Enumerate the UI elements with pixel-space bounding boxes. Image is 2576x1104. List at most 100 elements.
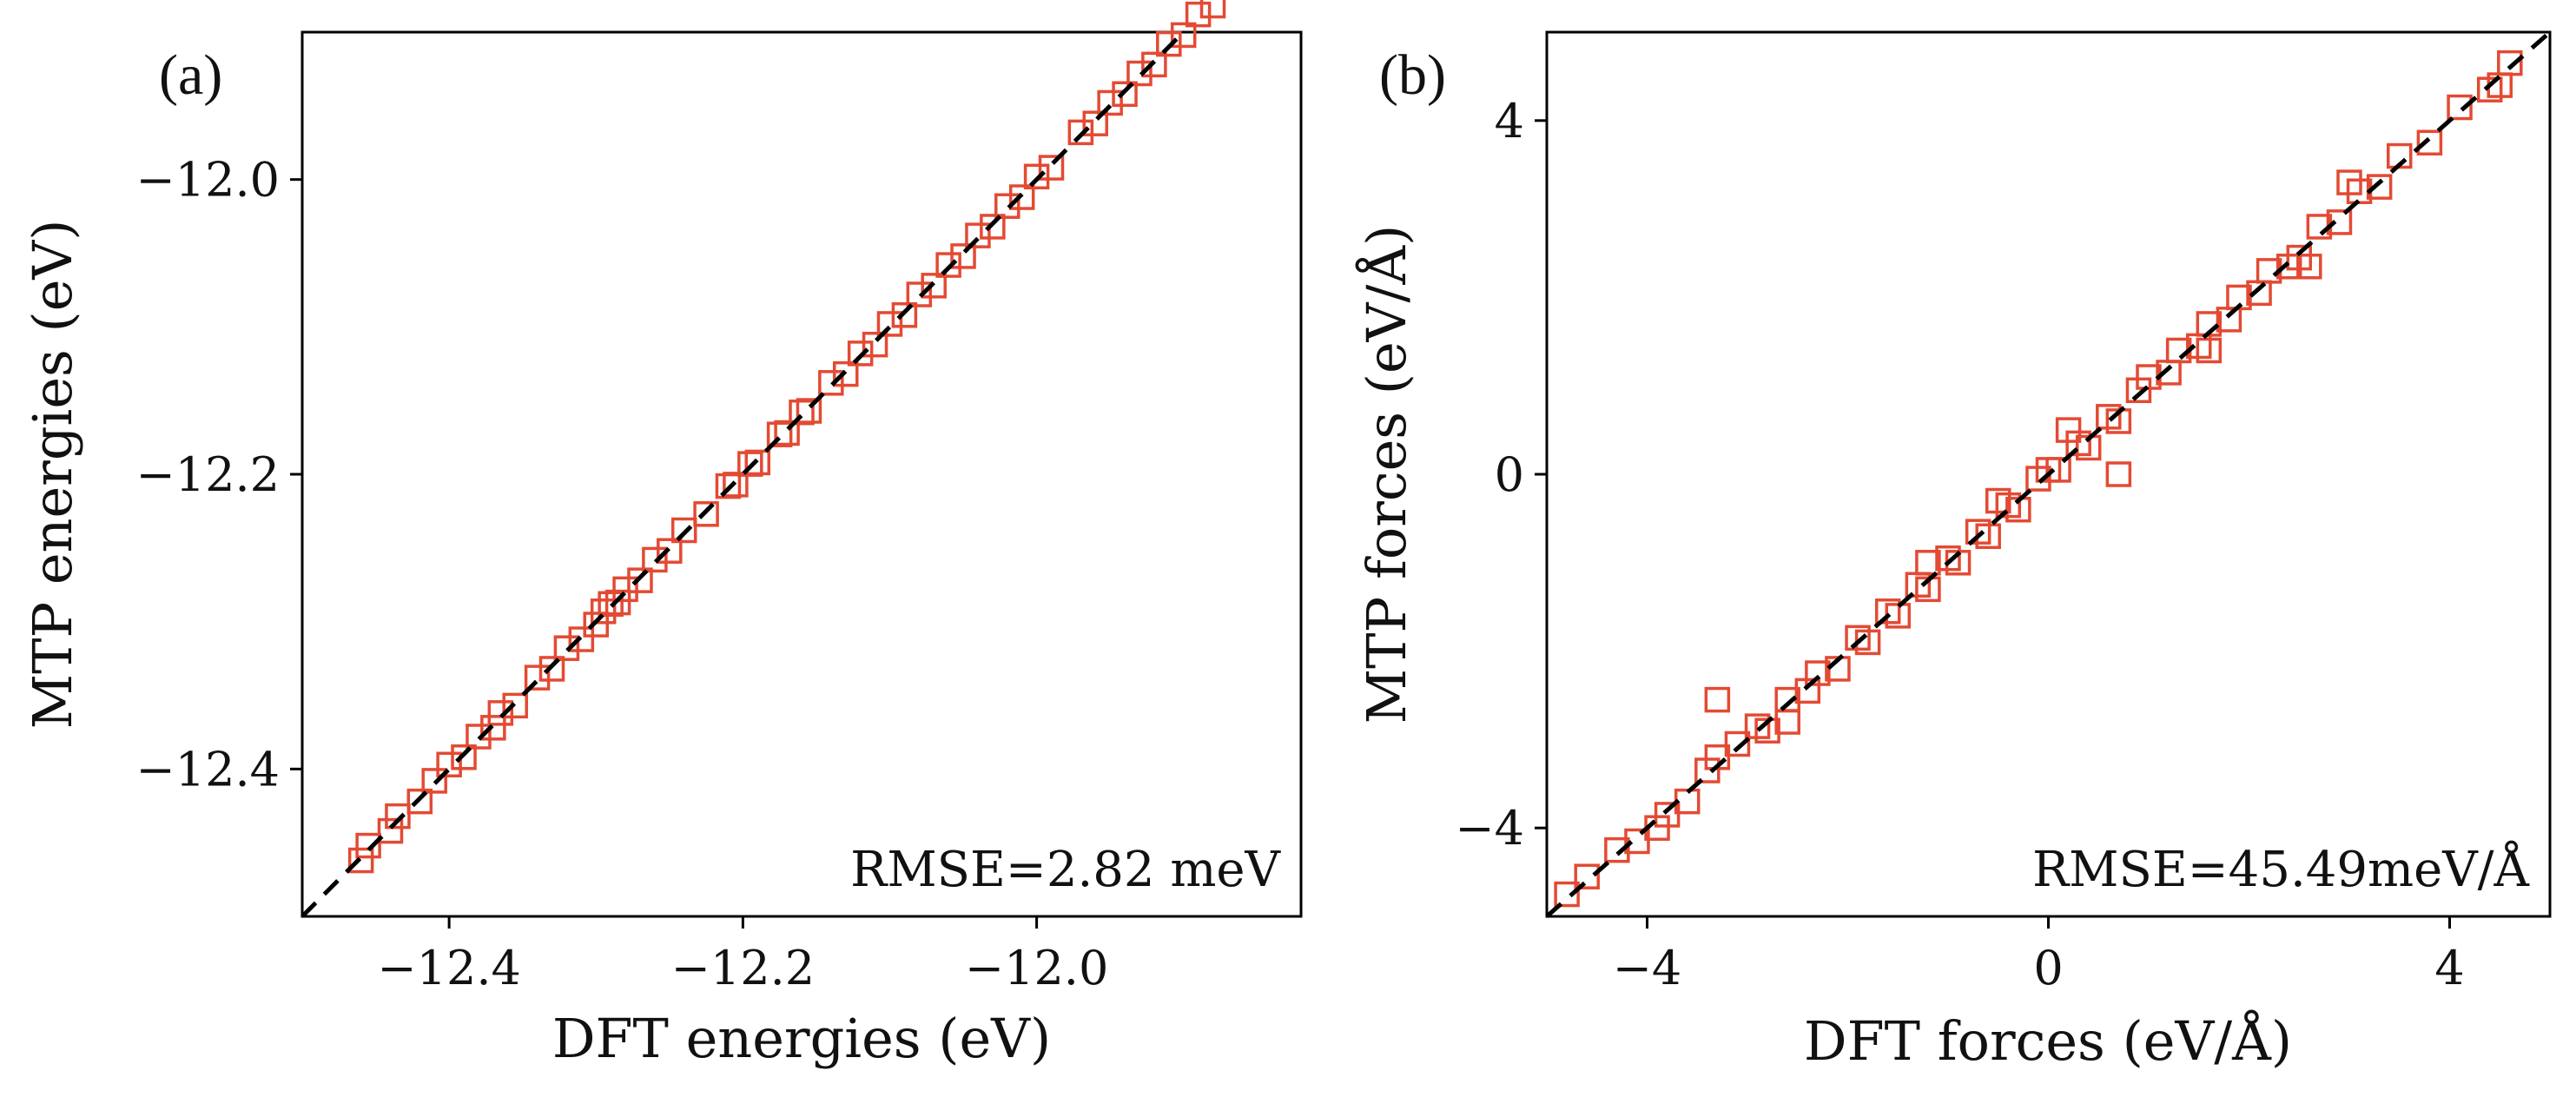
- panel-b-x-ticks: −4 0 4: [1613, 916, 2465, 995]
- panel-a-data-point: [583, 611, 609, 638]
- panel-b-data-point: [1985, 487, 2011, 514]
- panel-b-y-axis-label: MTP forces (eV/Å): [1355, 225, 1418, 724]
- panel-b-data-point: [1554, 881, 1580, 908]
- panel-a-data-point: [538, 656, 565, 682]
- panel-b-data-point: [2447, 94, 2473, 121]
- panel-a-rmse-annotation: RMSE=2.82 meV: [850, 842, 1281, 898]
- panel-a-data-point: [994, 193, 1020, 219]
- panel-b-data-point: [1915, 550, 1941, 576]
- panel-a-data-point: [1185, 1, 1212, 28]
- panel-a-data-point: [1112, 81, 1138, 108]
- panel-b-data-point: [1574, 863, 1600, 889]
- panel-a-data-point: [466, 724, 492, 750]
- panel-a-data-point: [1097, 89, 1123, 116]
- panel-a-data-point: [553, 635, 580, 661]
- panel-b-data-point: [2326, 209, 2353, 235]
- panel-a-data-point: [723, 472, 749, 498]
- panel-b-rmse-annotation: RMSE=45.49meV/Å: [2032, 840, 2530, 898]
- panel-b-data-point: [1774, 709, 1800, 735]
- panel-a-y-tick-label: −12.0: [136, 153, 280, 208]
- panel-a-data-point: [1038, 155, 1065, 181]
- panel-a-data-point: [355, 832, 381, 859]
- panel-a-data-point: [693, 501, 719, 527]
- panel-a-x-ticks: −12.4 −12.2 −12.0: [377, 916, 1108, 995]
- panel-a-data-point: [980, 214, 1006, 240]
- panel-a-data-point: [670, 517, 697, 544]
- panel-b-data-point: [2196, 337, 2223, 364]
- panel-b-data-point: [1724, 730, 1751, 757]
- panel-a-data-point: [385, 803, 411, 830]
- panel-a-data-point: [421, 768, 447, 794]
- panel-a-data-point: [832, 360, 859, 387]
- panel-b-data-point: [2336, 169, 2362, 195]
- panel-a-data-points: [347, 0, 1226, 874]
- panel-a-data-point: [1141, 51, 1167, 78]
- panel-b-y-ticks: −4 0 4: [1455, 94, 1547, 856]
- panel-b-x-tick-label: 0: [2033, 941, 2063, 995]
- panel-a-data-point: [906, 281, 933, 307]
- panel-a-x-tick-label: −12.0: [965, 941, 1108, 995]
- panel-a-data-point: [965, 222, 991, 248]
- panel-a-energies: −12.4 −12.2 −12.0 −12.4 −12.2 −12.0 (a) RMSE…: [21, 0, 1303, 1070]
- panel-b-data-point: [1805, 660, 1831, 686]
- panel-a-data-point: [1126, 60, 1153, 87]
- panel-b-label: (b): [1379, 43, 1446, 107]
- panel-a-data-point: [1170, 22, 1197, 49]
- panel-a-data-point: [935, 252, 961, 278]
- panel-a-data-point: [377, 817, 404, 844]
- panel-b-x-tick-label: −4: [1613, 941, 1682, 995]
- panel-b-y-tick-label: 4: [1495, 94, 1524, 149]
- panel-b-data-point: [2045, 457, 2071, 483]
- panel-a-data-point: [657, 538, 683, 564]
- panel-a-data-point: [1008, 184, 1035, 210]
- panel-b-data-point: [2416, 129, 2443, 155]
- panel-a-data-point: [612, 576, 638, 603]
- panel-a-x-axis-label: DFT energies (eV): [552, 1007, 1051, 1070]
- panel-a-data-point: [950, 243, 976, 269]
- panel-a-data-point: [406, 788, 433, 815]
- panel-b-data-point: [2055, 417, 2082, 443]
- panel-a-data-point: [818, 370, 844, 396]
- panel-a-y-ticks: −12.4 −12.2 −12.0: [136, 153, 302, 797]
- panel-a-data-point: [568, 626, 595, 652]
- panel-a-x-tick-label: −12.2: [671, 941, 815, 995]
- panel-a-data-point: [590, 598, 617, 625]
- panel-a-data-point: [1156, 30, 1182, 57]
- panel-a-plot-frame: [301, 30, 1303, 918]
- panel-a-identity-line: [301, 30, 1186, 918]
- panel-a-data-point: [1023, 163, 1050, 190]
- panel-b-data-point: [1624, 828, 1650, 855]
- panel-a-data-point: [347, 847, 374, 874]
- panel-b-data-point: [2105, 461, 2132, 487]
- panel-a-data-point: [487, 700, 514, 726]
- panel-a-data-point: [502, 692, 528, 719]
- panel-b-forces: −4 0 4 −4 0 4 (b) RMSE=45.49meV/Å DFT forces…: [1355, 30, 2552, 1073]
- panel-a-data-point: [876, 311, 903, 337]
- panel-b-y-tick-label: −4: [1455, 801, 1524, 856]
- panel-b-data-points: [1554, 50, 2523, 908]
- panel-b-x-tick-label: 4: [2434, 941, 2464, 995]
- panel-a-data-point: [774, 420, 800, 446]
- panel-b-data-point: [2296, 254, 2322, 280]
- panel-a-data-point: [436, 751, 462, 777]
- panel-a-data-point: [524, 664, 551, 691]
- panel-a-data-point: [642, 546, 668, 573]
- panel-b-data-point: [1604, 836, 1630, 863]
- panel-a-data-point: [744, 449, 771, 476]
- panel-a-data-point: [921, 273, 947, 299]
- panel-a-data-point: [862, 331, 888, 358]
- panel-b-data-point: [1704, 686, 1731, 713]
- panel-a-data-point: [604, 589, 631, 616]
- panel-a-y-tick-label: −12.2: [136, 447, 280, 502]
- panel-a-data-point: [891, 302, 918, 328]
- panel-b-y-tick-label: 0: [1495, 447, 1524, 502]
- panel-b-x-axis-label: DFT forces (eV/Å): [1804, 1009, 2292, 1073]
- panel-a-data-point: [480, 715, 506, 741]
- panel-b-identity-line: [1545, 30, 2552, 918]
- panel-a-data-point: [627, 567, 653, 593]
- panel-a-y-axis-label: MTP energies (eV): [21, 220, 84, 730]
- panel-a-data-point: [1199, 0, 1226, 19]
- panel-b-data-point: [2366, 174, 2393, 200]
- panel-a-data-point: [451, 744, 477, 770]
